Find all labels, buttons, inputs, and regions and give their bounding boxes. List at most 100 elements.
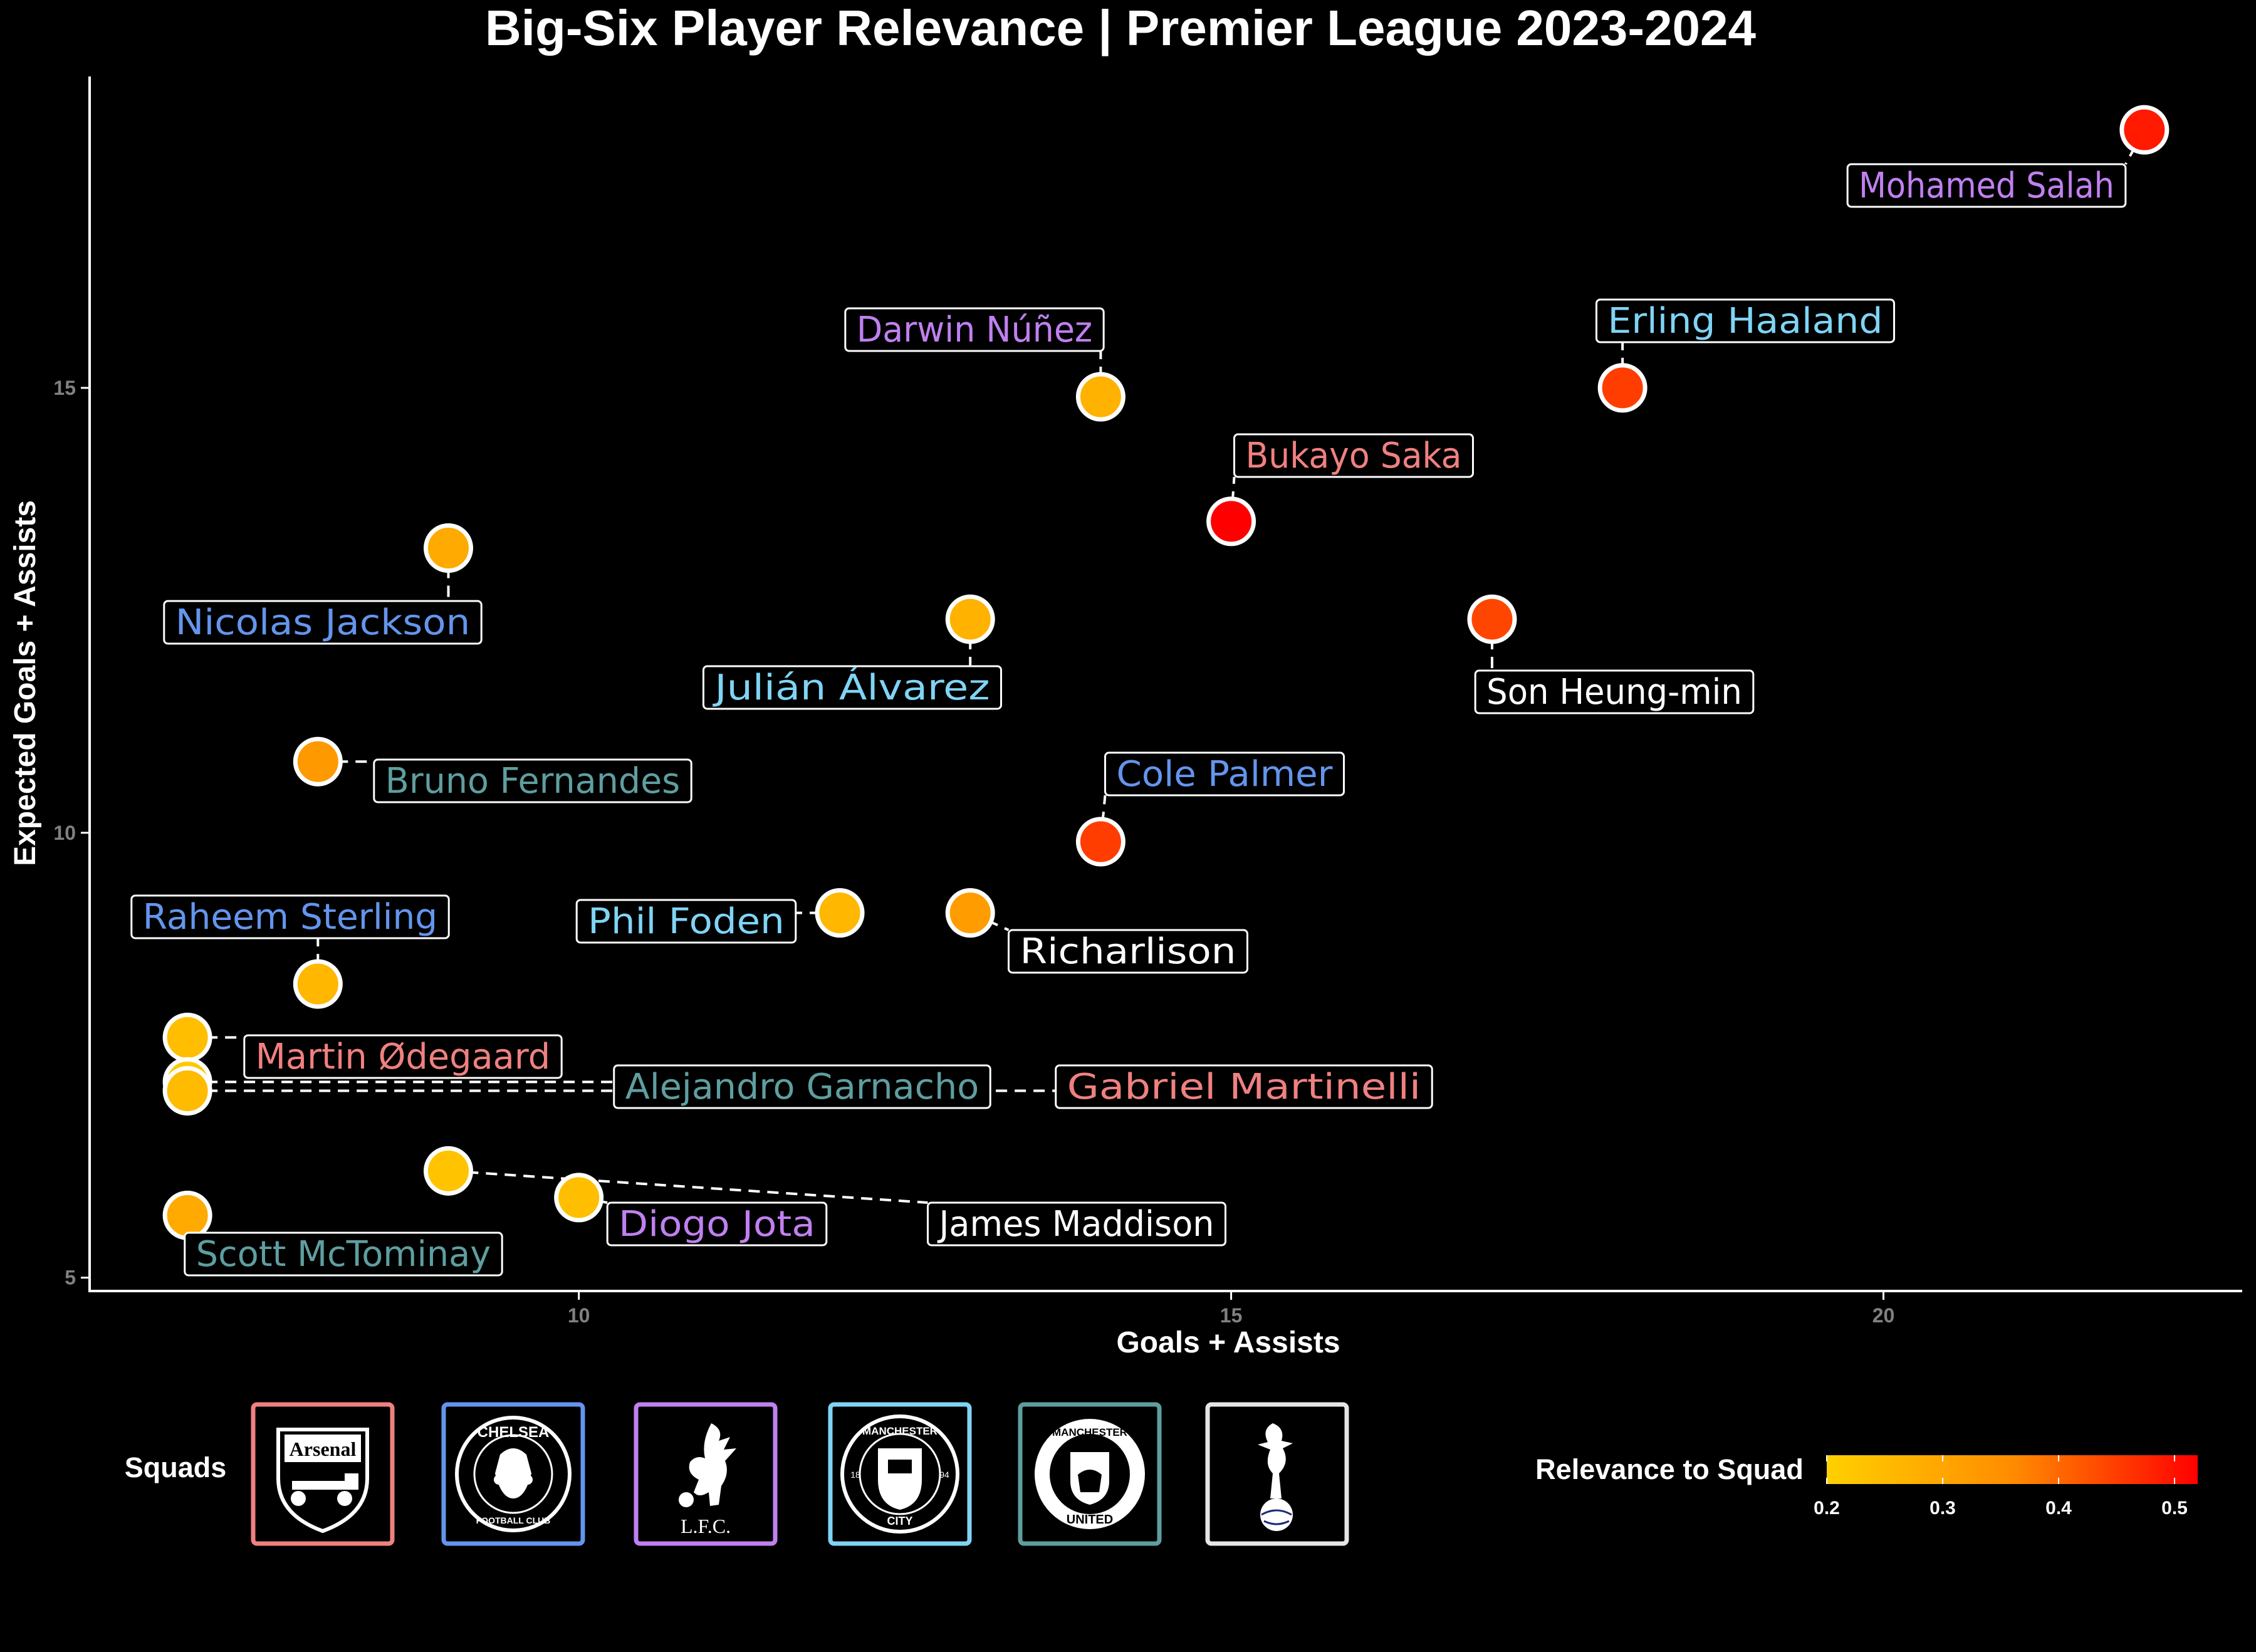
player-label-box <box>184 1231 503 1277</box>
man-city-crest-year-left: 18 <box>850 1470 860 1480</box>
squad-legend-liverpool: L.F.C. <box>634 1402 778 1546</box>
player-label: Julián Álvarez <box>713 667 990 708</box>
player-label: Martin Ødegaard <box>256 1037 550 1077</box>
colorbar-tick-label: 0.5 <box>2161 1498 2188 1519</box>
arsenal-crest-icon: Arsenal <box>276 1428 369 1534</box>
x-tick-label: 20 <box>1872 1304 1895 1327</box>
player-label: Erling Haaland <box>1607 301 1883 342</box>
arsenal-crest-text: Arsenal <box>290 1438 357 1460</box>
man-city-crest-text: MANCHESTER <box>862 1425 937 1437</box>
player-point <box>293 736 343 787</box>
player-point <box>1206 496 1256 546</box>
player-label-box <box>1595 298 1896 343</box>
squads-legend: Squads Arsenal CHELSEA FOOTBALL CLUB <box>125 1402 1349 1546</box>
player-point <box>554 1173 604 1223</box>
player-label: Nicolas Jackson <box>175 602 470 643</box>
player-label: James Maddison <box>937 1204 1214 1245</box>
player-label-box <box>373 758 692 803</box>
player-point <box>162 1190 212 1240</box>
player-label-box <box>1846 163 2127 208</box>
chart-title: Big-Six Player Relevance | Premier Leagu… <box>485 0 1756 56</box>
relevance-colorbar <box>1827 1455 2198 1484</box>
player-label-box <box>1008 929 1248 974</box>
squad-legend-chelsea: CHELSEA FOOTBALL CLUB <box>441 1402 585 1546</box>
player-point <box>945 594 995 644</box>
relevance-legend: Relevance to Squad 0.2 0.3 0.4 0.5 <box>1535 1453 2198 1519</box>
man-united-crest-text: MANCHESTER <box>1052 1426 1127 1438</box>
x-axis-label: Goals + Assists <box>1116 1326 1340 1359</box>
y-tick-label: 10 <box>53 822 76 844</box>
player-point <box>293 959 343 1009</box>
x-tick-label: 10 <box>568 1304 590 1327</box>
player-label: Scott McTominay <box>196 1234 491 1275</box>
player-label: Raheem Sterling <box>143 897 437 938</box>
player-label: Darwin Núñez <box>857 310 1092 350</box>
player-label-box <box>1474 669 1755 714</box>
tottenham-crest-icon <box>1258 1423 1293 1531</box>
player-point <box>162 1012 212 1062</box>
y-axis-label: Expected Goals + Assists <box>9 500 42 866</box>
player-label: Diogo Jota <box>619 1204 815 1245</box>
player-label: Son Heung-min <box>1486 672 1742 713</box>
chelsea-crest-subtext: FOOTBALL CLUB <box>476 1515 551 1525</box>
player-label: Bukayo Saka <box>1246 436 1462 476</box>
player-label: Richarlison <box>1020 931 1236 972</box>
player-point <box>1467 594 1517 644</box>
man-united-crest-subtext: UNITED <box>1067 1513 1113 1527</box>
data-points <box>162 105 2170 1240</box>
x-tick-label: 15 <box>1220 1304 1243 1327</box>
axis-ticks: 10 15 20 5 10 15 <box>53 377 1894 1327</box>
player-point <box>1075 817 1125 867</box>
player-label: Cole Palmer <box>1117 754 1334 795</box>
player-point <box>945 888 995 938</box>
chelsea-crest-text: CHELSEA <box>478 1424 550 1441</box>
man-city-crest-year-right: 94 <box>939 1470 949 1480</box>
relevance-colorbar-ticks: 0.2 0.3 0.4 0.5 <box>1814 1455 2188 1519</box>
player-label: Mohamed Salah <box>1859 165 2114 206</box>
squad-legend-man-united: MANCHESTER UNITED <box>1018 1402 1162 1546</box>
player-label-box <box>926 1201 1227 1247</box>
player-label-box <box>1233 433 1474 478</box>
colorbar-tick-label: 0.3 <box>1930 1498 1956 1519</box>
player-label: Gabriel Martinelli <box>1067 1067 1421 1107</box>
label-connector <box>448 1169 928 1204</box>
man-united-crest-icon: MANCHESTER UNITED <box>1035 1419 1145 1529</box>
liverpool-crest-icon: L.F.C. <box>679 1423 736 1537</box>
player-label-box <box>606 1201 828 1247</box>
player-label-box <box>1104 751 1345 797</box>
player-label: Phil Foden <box>588 901 785 942</box>
player-point <box>424 1146 473 1196</box>
player-point <box>1075 372 1125 422</box>
player-point <box>815 888 865 938</box>
player-label-box <box>844 307 1105 352</box>
player-label-box <box>702 665 1003 710</box>
y-tick-label: 15 <box>53 377 76 399</box>
chelsea-crest-icon: CHELSEA FOOTBALL CLUB <box>455 1416 572 1532</box>
player-point <box>1597 363 1648 413</box>
player-label: Alejandro Garnacho <box>625 1067 979 1107</box>
player-point <box>424 523 473 573</box>
player-label-box <box>575 899 797 944</box>
squad-legend-tottenham <box>1205 1402 1349 1546</box>
squad-legend-man-city: MANCHESTER CITY 18 94 <box>828 1402 972 1546</box>
squad-legend-arsenal: Arsenal <box>251 1402 395 1546</box>
man-city-crest-icon: MANCHESTER CITY 18 94 <box>840 1414 959 1534</box>
player-label-box <box>130 894 450 939</box>
colorbar-tick-label: 0.2 <box>1814 1498 1840 1519</box>
player-label-box <box>1055 1064 1433 1109</box>
colorbar-tick-label: 0.4 <box>2045 1498 2072 1519</box>
liverpool-crest-text: L.F.C. <box>681 1515 731 1537</box>
man-city-crest-subtext: CITY <box>887 1515 912 1527</box>
relevance-legend-title: Relevance to Squad <box>1535 1453 1804 1485</box>
player-label-box <box>613 1064 991 1109</box>
player-point <box>162 1066 212 1116</box>
point-labels: Mohamed Salah Erling Haaland Darwin Núñez B… <box>130 163 2127 1277</box>
player-label-box <box>243 1034 563 1079</box>
player-label: Bruno Fernandes <box>385 761 680 802</box>
player-point <box>2119 105 2170 155</box>
player-label-box <box>163 600 483 645</box>
squads-legend-title: Squads <box>125 1451 227 1483</box>
y-tick-label: 5 <box>65 1267 76 1289</box>
